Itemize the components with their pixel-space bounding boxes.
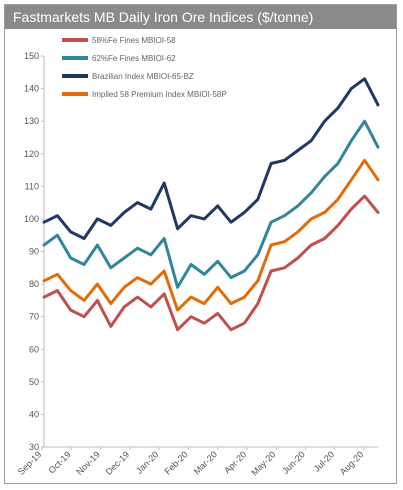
x-tick-label: Mar-20 (192, 449, 219, 476)
legend-label: 62%Fe Fines MBIOI-62 (92, 54, 176, 63)
y-tick-label: 130 (24, 116, 39, 126)
x-tick-label: Dec-19 (104, 449, 132, 477)
y-tick-label: 40 (29, 409, 39, 419)
chart-title: Fastmarkets MB Daily Iron Ore Indices ($… (5, 5, 396, 29)
y-tick-label: 60 (29, 344, 39, 354)
y-tick-label: 100 (24, 214, 39, 224)
y-tick-label: 150 (24, 51, 39, 61)
x-tick-label: Jan-20 (134, 449, 161, 476)
y-tick-label: 70 (29, 312, 39, 322)
x-tick-label: Jul-20 (312, 449, 336, 473)
series-line-0 (42, 194, 380, 332)
y-tick-label: 140 (24, 84, 39, 94)
x-tick-label: May-20 (249, 449, 277, 477)
x-tick-label: Jun-20 (280, 449, 307, 476)
legend-label: Brazilian Index MBIOI-65-BZ (92, 72, 194, 81)
x-tick-label: Aug-20 (338, 449, 366, 477)
y-tick-label: 90 (29, 247, 39, 257)
legend: 58%Fe Fines MBIOI-58 62%Fe Fines MBIOI-62… (62, 36, 227, 99)
x-tick-label: Feb-20 (163, 449, 190, 476)
series-line-1 (42, 119, 380, 289)
y-tick-label: 30 (29, 442, 39, 452)
x-tick-label: Nov-19 (74, 449, 102, 477)
series-line-3 (42, 158, 380, 312)
x-tick-label: Apr-20 (222, 449, 248, 475)
chart-frame: Fastmarkets MB Daily Iron Ore Indices ($… (4, 4, 397, 484)
y-tick-label: 120 (24, 149, 39, 159)
legend-label: Implied 58 Premium Index MBIOI-58P (92, 90, 227, 99)
legend-label: 58%Fe Fines MBIOI-58 (92, 36, 176, 45)
y-tick-label: 110 (25, 181, 39, 191)
y-tick-label: 80 (29, 279, 39, 289)
series-line-2 (42, 77, 380, 240)
x-tick-label: Sep-19 (16, 449, 44, 477)
y-tick-label: 50 (29, 377, 39, 387)
series-layer (42, 77, 380, 332)
axes-layer: 30 40 50 60 70 80 90 100 110 120 130 140 150 Sep-19 Oc… (16, 51, 378, 478)
x-tick-label: Oct-19 (47, 449, 73, 475)
